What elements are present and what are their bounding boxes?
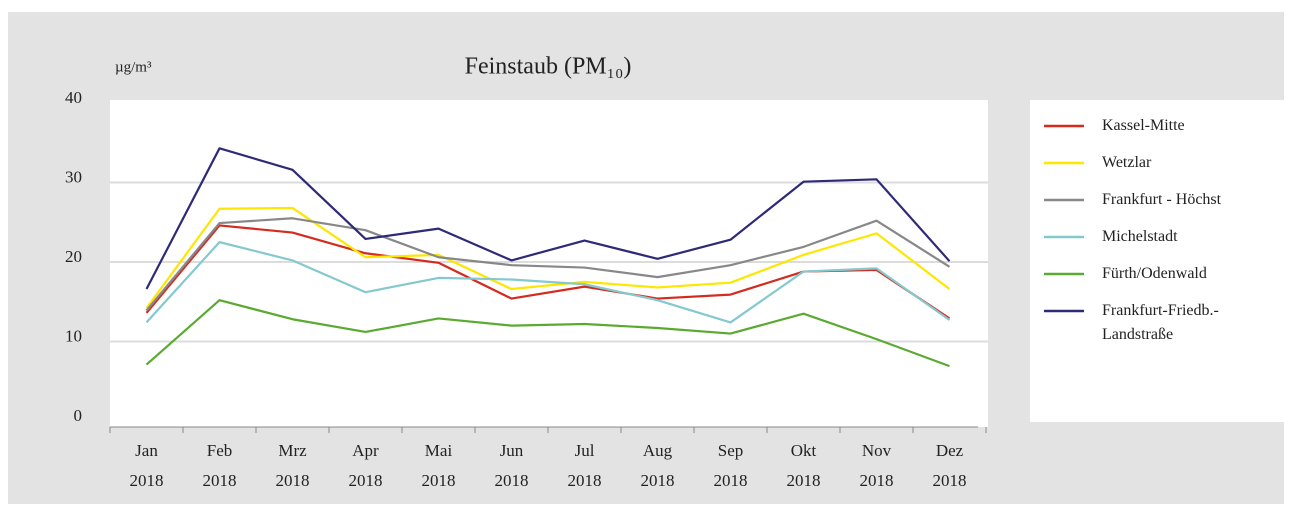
x-tick-label: Sep 2018 (714, 441, 748, 490)
x-tick-label: Jul 2018 (568, 441, 602, 490)
x-tick-label: Mai 2018 (422, 441, 456, 490)
y-tick-label: 40 (65, 88, 82, 107)
chart-title: Feinstaub (PM₁₀) (465, 54, 632, 80)
legend-label: Wetzlar (1102, 154, 1152, 171)
x-tick-label: Jun 2018 (495, 441, 529, 490)
y-tick-label: 20 (65, 247, 82, 266)
legend-item: Frankfurt-Friedb.-Landstraße (1042, 299, 1284, 347)
legend-item: Kassel-Mitte (1042, 114, 1284, 138)
x-tick-label: Okt 2018 (787, 441, 821, 490)
legend-item: Wetzlar (1042, 151, 1284, 175)
x-tick-label: Apr 2018 (349, 441, 383, 490)
series-line (145, 217, 951, 312)
x-tick-label: Aug 2018 (641, 441, 675, 490)
legend-item: Frankfurt - Höchst (1042, 188, 1284, 212)
y-tick-label: 0 (74, 406, 83, 425)
x-tick-label: Jan 2018 (130, 441, 164, 490)
legend-swatch (1044, 309, 1084, 313)
y-tick-label: 10 (65, 326, 82, 345)
legend-label: Frankfurt - Höchst (1102, 191, 1222, 208)
x-tick-label: Mrz 2018 (276, 441, 310, 490)
series-line (145, 206, 951, 309)
legend: Kassel-Mitte Wetzlar Frankfurt - Höchst Mic… (1030, 100, 1284, 422)
series-line (145, 241, 951, 324)
legend-label: Michelstadt (1102, 228, 1178, 245)
series-line (145, 147, 951, 290)
legend-swatch (1044, 235, 1084, 239)
x-tick-label: Feb 2018 (203, 441, 237, 490)
legend-label: Frankfurt-Friedb.-Landstraße (1102, 302, 1219, 343)
legend-swatch (1044, 161, 1084, 165)
legend-swatch (1044, 198, 1084, 202)
x-tick-label: Dez 2018 (933, 441, 967, 490)
legend-swatch (1044, 272, 1084, 276)
legend-swatch (1044, 124, 1084, 128)
y-tick-label: 30 (65, 167, 82, 186)
legend-item: Fürth/Odenwald (1042, 262, 1284, 286)
legend-label: Kassel-Mitte (1102, 117, 1185, 134)
legend-item: Michelstadt (1042, 225, 1284, 249)
x-tick-label: Nov 2018 (860, 441, 894, 490)
series-line (145, 299, 950, 368)
y-axis-label: µg/m³ (115, 59, 152, 75)
plot-area (110, 100, 988, 427)
legend-label: Fürth/Odenwald (1102, 265, 1207, 282)
